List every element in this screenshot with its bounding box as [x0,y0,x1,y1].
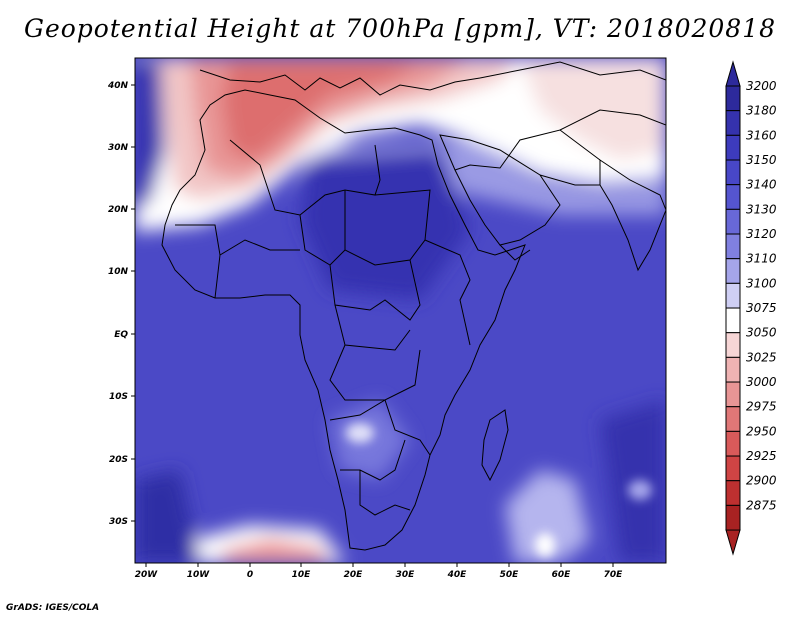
colorbar-label: 3110 [746,252,777,266]
lon-label: 0 [247,570,253,580]
lat-label: 10N [108,267,129,277]
colorbar: 3200 3180 3160 3150 3140 3130 3120 3110 3100 3075… [725,60,777,556]
colorbar-label: 3130 [746,202,777,216]
colorbar-label: 3100 [746,276,777,290]
colorbar-label: 3200 [746,79,777,93]
colorbar-label: 2900 [746,474,777,488]
colorbar-label: 3025 [746,350,777,364]
colorbar-label: 3140 [746,178,777,192]
lon-label: 70E [604,570,624,580]
map-frame [134,57,667,564]
lon-label: 10E [292,570,312,580]
lat-label: 20S [109,455,128,465]
colorbar-box [725,381,741,408]
colorbar-box [725,504,741,531]
colorbar-label: 3050 [746,326,777,340]
lon-label: 60E [552,570,572,580]
colorbar-label: 2875 [746,498,777,512]
colorbar-box [725,430,741,457]
colorbar-box [725,356,741,383]
lat-label: 30N [108,143,129,153]
colorbar-label: 3180 [746,104,777,118]
colorbar-label: 3075 [746,301,777,315]
colorbar-box [725,332,741,358]
lat-label: EQ [114,330,128,340]
credit-text: GrADS: IGES/COLA [6,603,100,613]
map-title: Geopotential Height at 700hPa [gpm], VT:… [23,14,777,43]
colorbar-box [725,85,741,112]
latitude-labels: 40N 30N 20N 10N EQ 10S 20S 30S [107,81,135,527]
lon-label: 50E [500,570,520,580]
colorbar-box [725,208,741,235]
colorbar-box [725,134,741,161]
colorbar-top-arrow [725,60,741,87]
lat-label: 20N [108,205,129,215]
lon-label: 30E [396,570,416,580]
colorbar-bottom-arrow [725,529,741,556]
colorbar-label: 3150 [746,153,777,167]
lat-label: 10S [109,392,128,402]
colorbar-box [725,159,741,186]
colorbar-label: 3160 [746,128,777,142]
lon-label: 40E [447,570,468,580]
lat-label: 30S [109,517,128,527]
colorbar-box [725,307,741,334]
colorbar-box [725,184,741,210]
colorbar-box [725,406,741,432]
colorbar-box [725,233,741,260]
lon-label: 20E [344,570,364,580]
colorbar-label: 3120 [746,227,777,241]
colorbar-box [725,282,741,309]
longitude-labels: 20W 10W 0 10E 20E 30E 40E 50E 60E 70E [135,563,623,580]
colorbar-box [725,110,741,136]
lat-label: 40N [107,81,129,91]
colorbar-box [725,480,741,506]
colorbar-box [725,455,741,482]
colorbar-label: 3000 [746,375,777,389]
lon-label: 10W [187,570,211,580]
lon-label: 20W [135,570,159,580]
colorbar-label: 2925 [746,449,777,463]
colorbar-label: 2975 [746,400,777,414]
colorbar-box [725,258,741,284]
coastlines [161,61,666,551]
geopotential-field [135,58,666,563]
colorbar-label: 2950 [746,424,777,438]
